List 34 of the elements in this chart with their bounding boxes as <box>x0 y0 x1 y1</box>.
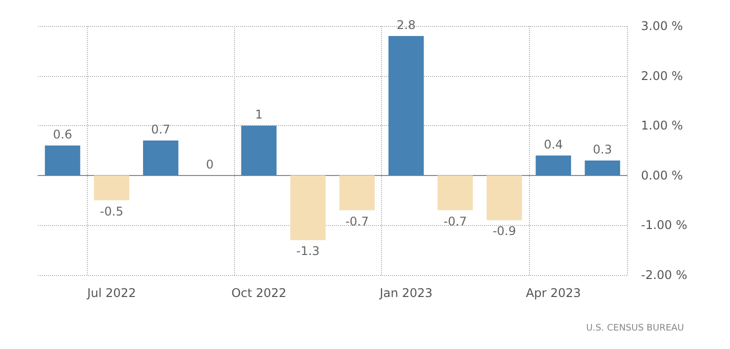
bar <box>143 140 178 176</box>
x-tick-label: Oct 2022 <box>231 286 286 300</box>
data-label: 2.8 <box>396 18 416 32</box>
text: U.S. CENSUS BUREAU <box>586 324 684 334</box>
bar <box>536 155 572 176</box>
x-tick-label: Apr 2023 <box>526 286 581 300</box>
bar <box>486 175 522 220</box>
x-tick-label: Jan 2023 <box>378 286 433 300</box>
bar <box>584 160 620 176</box>
data-label: -0.7 <box>443 214 467 228</box>
bar <box>94 175 130 200</box>
x-tick-label: Jul 2022 <box>86 286 136 300</box>
y-tick-label: 3.00 % <box>641 19 683 33</box>
bar <box>290 175 326 240</box>
y-tick-label: 1.00 % <box>641 118 683 133</box>
bar <box>241 126 277 176</box>
data-label: 0.6 <box>52 128 72 142</box>
data-label: -0.5 <box>100 204 124 218</box>
bar <box>44 146 80 176</box>
bar <box>339 175 375 210</box>
data-label: 0.4 <box>544 137 563 152</box>
y-tick-label: 2.00 % <box>641 68 683 83</box>
y-tick-label: 0.00 % <box>641 168 683 182</box>
data-label: -0.7 <box>345 214 369 228</box>
data-label: 0.7 <box>151 122 170 137</box>
data-label: 1 <box>255 108 263 122</box>
data-label: 0.3 <box>592 142 612 156</box>
y-tick-label: -1.00 % <box>641 218 688 232</box>
data-label: -1.3 <box>296 244 320 258</box>
data-label: 0 <box>206 157 214 172</box>
data-label: -0.9 <box>492 224 516 238</box>
bar <box>388 36 424 176</box>
y-tick-label: -2.00 % <box>641 268 688 282</box>
bar <box>438 175 473 210</box>
